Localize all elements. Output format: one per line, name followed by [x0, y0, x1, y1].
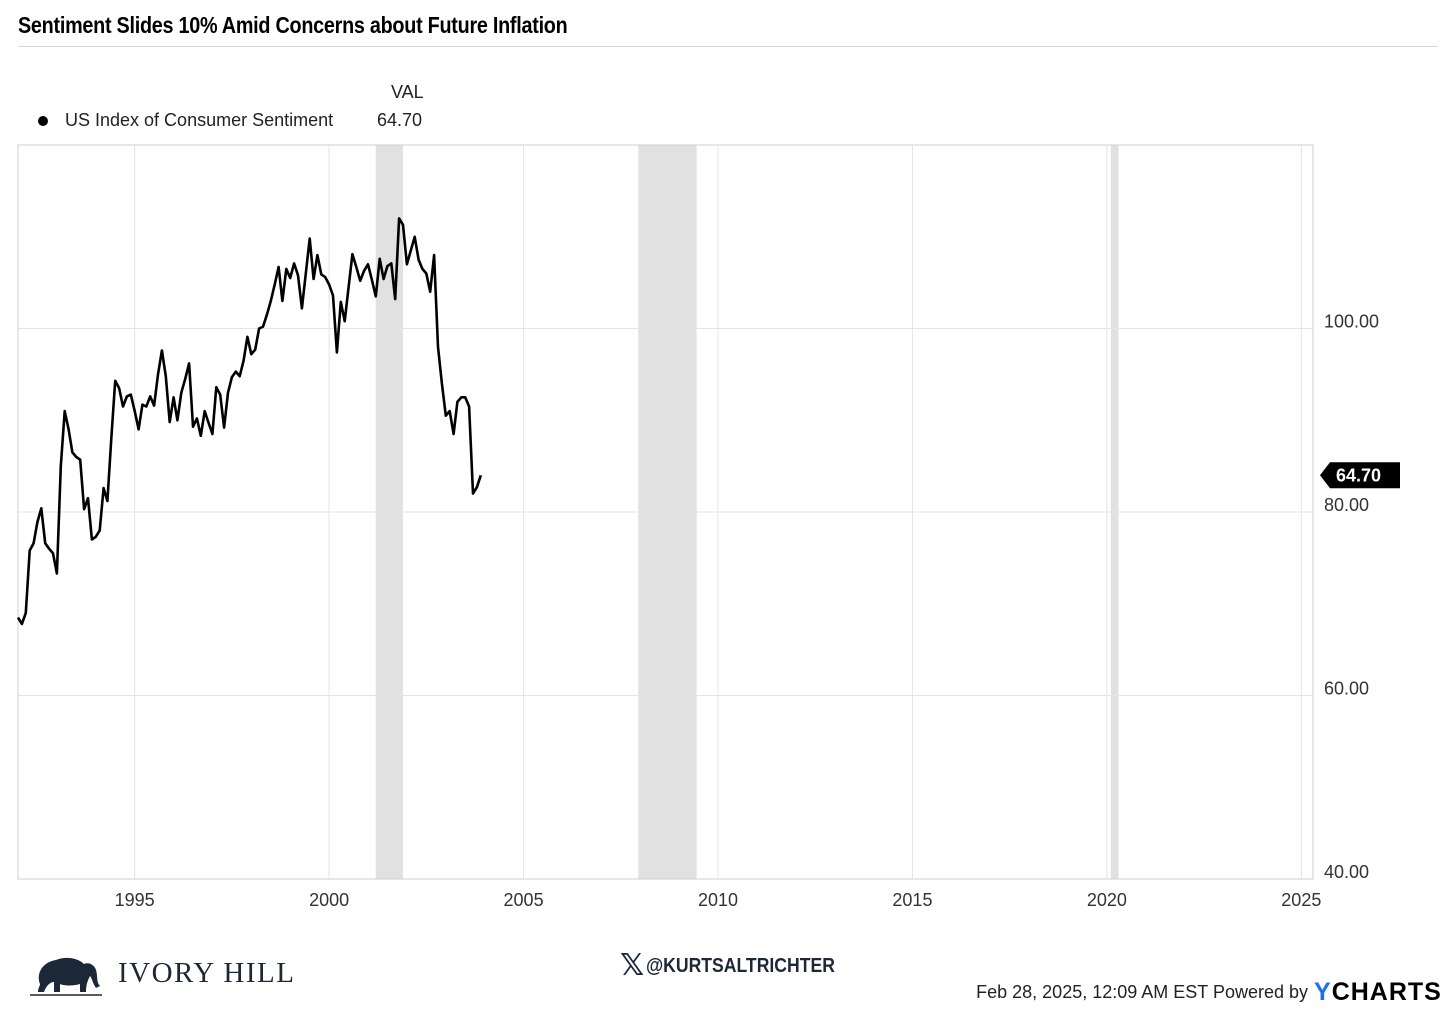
- series-line: [16, 217, 483, 626]
- last-value-flag: [1320, 462, 1400, 489]
- elephant-icon: [30, 957, 102, 996]
- y-tick-label: 40.00: [1324, 862, 1369, 882]
- legend-dot-icon: [38, 115, 48, 126]
- legend-item[interactable]: US Index of Consumer Sentiment: [38, 110, 333, 131]
- plot-frame: [17, 144, 1314, 880]
- ycharts-y: Y: [1314, 978, 1332, 1006]
- x-tick-label: 2010: [698, 890, 738, 910]
- y-tick-label: 60.00: [1324, 679, 1369, 699]
- chart-title: Sentiment Slides 10% Amid Concerns about…: [18, 12, 568, 38]
- brand-name: IVORY HILL: [118, 956, 296, 989]
- last-value-text: 64.70: [1336, 465, 1381, 485]
- y-tick-label: 80.00: [1324, 495, 1369, 515]
- ivory-hill-logo[interactable]: IVORY HILL: [30, 948, 295, 998]
- timestamp-powered-by: Feb 28, 2025, 12:09 AM EST Powered by: [976, 982, 1308, 1002]
- handle-text: @KURTSALTRICHTER: [646, 954, 836, 977]
- x-tick-label: 2015: [892, 890, 932, 910]
- ycharts-text: CHARTS: [1331, 978, 1442, 1006]
- legend-column-header: VAL: [391, 82, 424, 102]
- legend-series-value: 64.70: [377, 110, 423, 130]
- x-tick-label: 2005: [504, 890, 544, 910]
- x-tick-label: 2000: [309, 890, 349, 910]
- title-divider: [18, 46, 1438, 47]
- social-handle[interactable]: 𝕏 @KURTSALTRICHTER: [620, 951, 861, 981]
- legend-series-name: US Index of Consumer Sentiment: [65, 110, 334, 130]
- x-logo-icon: 𝕏: [620, 949, 645, 982]
- x-tick-label: 1995: [115, 890, 155, 910]
- y-tick-label: 100.00: [1324, 312, 1379, 332]
- x-tick-label: 2025: [1281, 890, 1321, 910]
- last-value-label: 64.70: [1320, 462, 1400, 489]
- ycharts-logo[interactable]: YCHARTS: [1314, 978, 1442, 1007]
- x-tick-label: 2020: [1087, 890, 1127, 910]
